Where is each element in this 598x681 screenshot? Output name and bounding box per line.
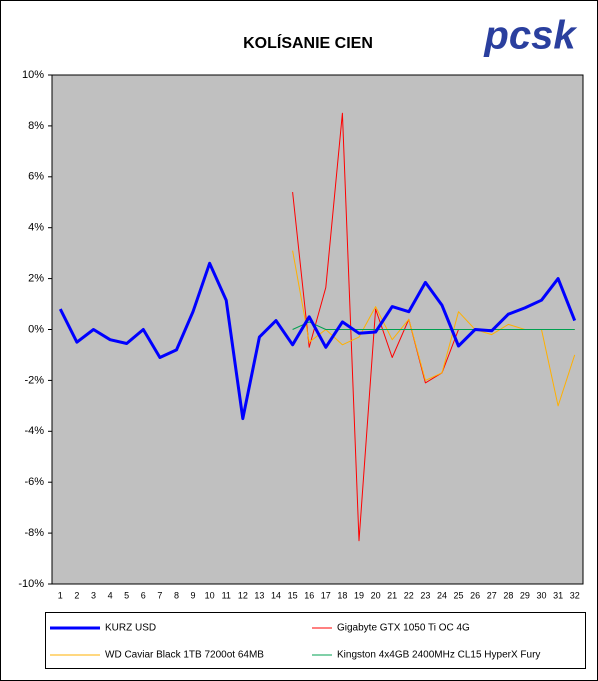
x-tick-label: 6 bbox=[141, 590, 146, 600]
x-tick-label: 14 bbox=[271, 590, 281, 600]
y-tick-label: -2% bbox=[24, 374, 44, 386]
y-tick-label: -8% bbox=[24, 527, 44, 539]
x-tick-label: 9 bbox=[191, 590, 196, 600]
x-tick-label: 4 bbox=[108, 590, 113, 600]
logo: pcsk bbox=[483, 14, 577, 58]
y-tick-label: 4% bbox=[28, 222, 44, 234]
legend-label: WD Caviar Black 1TB 7200ot 64MB bbox=[105, 650, 264, 661]
x-tick-label: 12 bbox=[238, 590, 248, 600]
y-tick-label: -4% bbox=[24, 425, 44, 437]
x-tick-label: 28 bbox=[503, 590, 513, 600]
x-tick-label: 11 bbox=[222, 590, 231, 600]
y-tick-label: -10% bbox=[18, 578, 44, 590]
x-tick-label: 26 bbox=[470, 590, 480, 600]
x-tick-label: 23 bbox=[420, 590, 430, 600]
x-tick-label: 16 bbox=[304, 590, 314, 600]
x-tick-label: 8 bbox=[174, 590, 179, 600]
y-tick-label: 10% bbox=[22, 69, 44, 81]
y-tick-label: 8% bbox=[28, 120, 44, 132]
x-tick-label: 15 bbox=[288, 590, 298, 600]
x-tick-label: 13 bbox=[254, 590, 264, 600]
legend-box bbox=[45, 612, 586, 669]
x-tick-label: 7 bbox=[157, 590, 162, 600]
chart-title: KOLÍSANIE CIEN bbox=[243, 33, 373, 52]
x-tick-label: 29 bbox=[520, 590, 530, 600]
legend-label: Kingston 4x4GB 2400MHz CL15 HyperX Fury bbox=[337, 650, 540, 661]
series-line bbox=[58, 261, 577, 421]
x-tick-label: 27 bbox=[487, 590, 497, 600]
legend-label: Gigabyte GTX 1050 Ti OC 4G bbox=[337, 623, 470, 634]
x-tick-label: 2 bbox=[74, 590, 79, 600]
series-line bbox=[292, 321, 575, 330]
x-tick-label: 21 bbox=[387, 590, 397, 600]
x-tick-label: 25 bbox=[454, 590, 464, 600]
y-tick-label: 6% bbox=[28, 171, 44, 183]
y-tick-label: 2% bbox=[28, 273, 44, 285]
legend-label: KURZ USD bbox=[105, 623, 156, 634]
x-tick-label: 30 bbox=[537, 590, 547, 600]
x-tick-label: 22 bbox=[404, 590, 414, 600]
y-tick-label: -6% bbox=[24, 476, 44, 488]
x-tick-label: 10 bbox=[205, 590, 215, 600]
x-tick-label: 20 bbox=[371, 590, 381, 600]
x-tick-label: 31 bbox=[553, 590, 563, 600]
x-tick-label: 19 bbox=[354, 590, 364, 600]
x-tick-label: 24 bbox=[437, 590, 447, 600]
x-tick-label: 18 bbox=[337, 590, 347, 600]
x-tick-label: 1 bbox=[58, 590, 63, 600]
y-tick-label: 0% bbox=[28, 323, 44, 335]
x-tick-label: 17 bbox=[321, 590, 331, 600]
x-tick-label: 32 bbox=[570, 590, 580, 600]
x-tick-label: 5 bbox=[124, 590, 129, 600]
x-tick-label: 3 bbox=[91, 590, 96, 600]
